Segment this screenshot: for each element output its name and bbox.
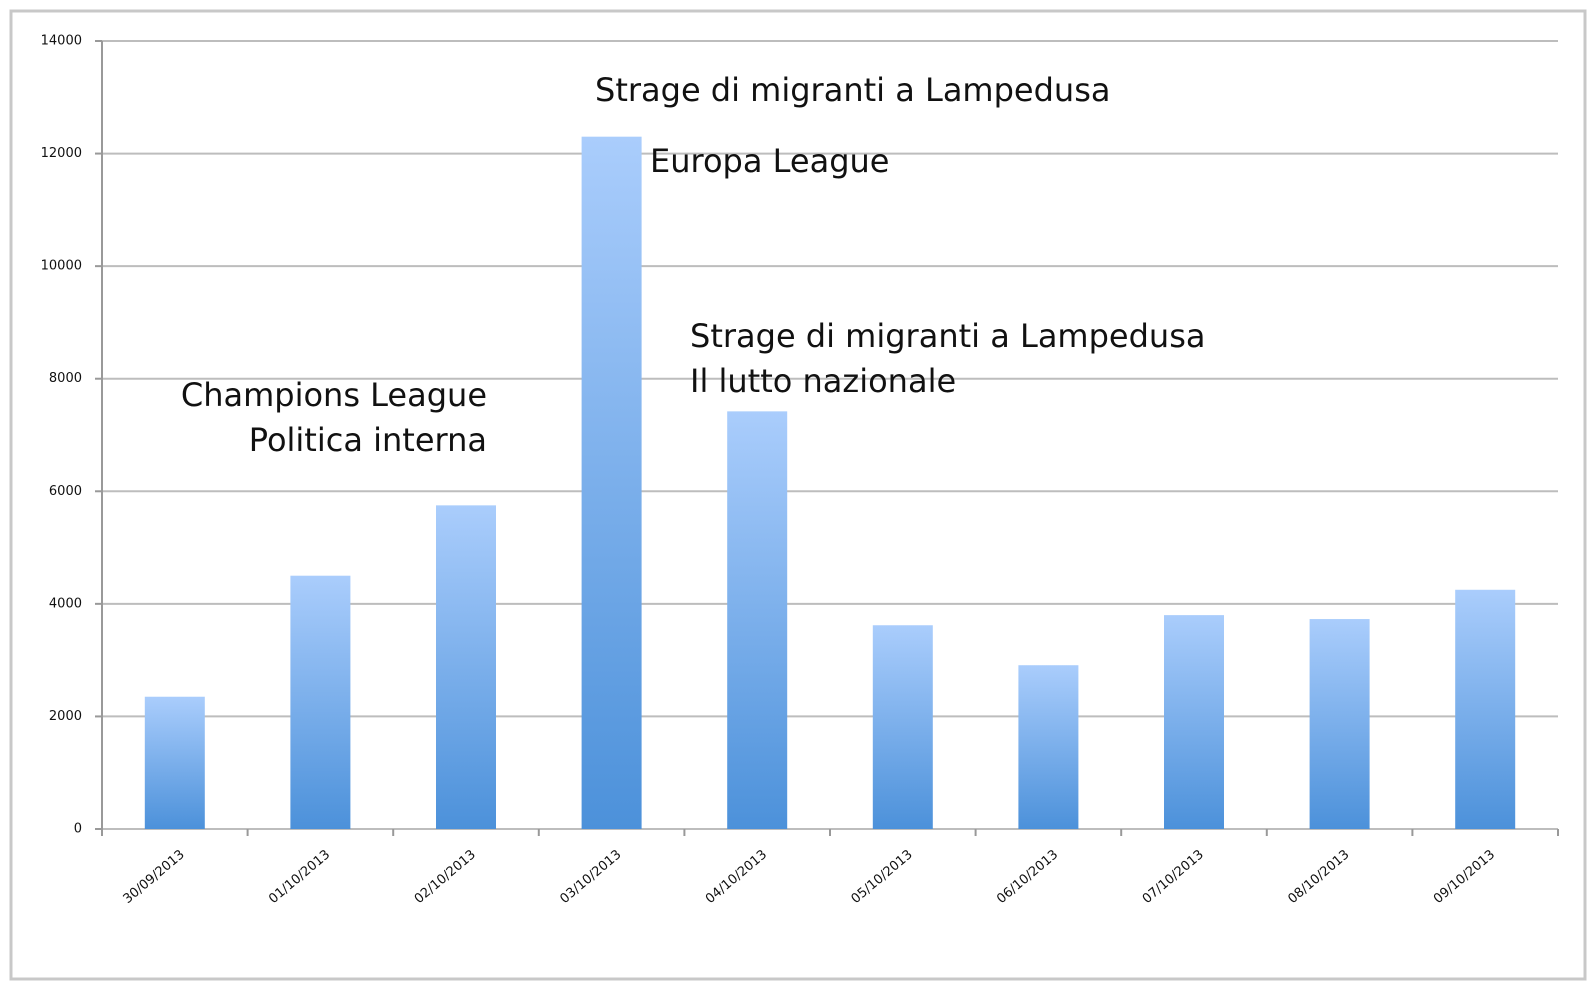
y-tick-label: 2000 [49,709,82,724]
y-tick-label: 14000 [41,34,82,49]
annotation: Strage di migranti a Lampedusa [595,71,1110,109]
y-tick-label: 10000 [41,259,82,274]
bar [1164,615,1224,829]
annotation: Politica interna [249,421,487,459]
annotation: Champions League [181,376,487,414]
y-tick-label: 4000 [49,596,82,611]
annotation: Europa League [650,142,889,180]
bar [436,505,496,829]
y-tick-label: 0 [74,822,82,837]
y-tick-label: 6000 [49,484,82,499]
annotation: Strage di migranti a Lampedusa [690,317,1205,355]
bar [872,625,933,829]
bar [581,136,642,829]
y-tick-label: 12000 [41,146,82,161]
bar [1018,665,1079,829]
bar [727,411,788,829]
bar [290,575,351,829]
bar [144,696,205,829]
y-tick-label: 8000 [49,371,82,386]
bar [1455,589,1516,829]
annotation: Il lutto nazionale [690,362,956,400]
bar [1309,619,1370,829]
